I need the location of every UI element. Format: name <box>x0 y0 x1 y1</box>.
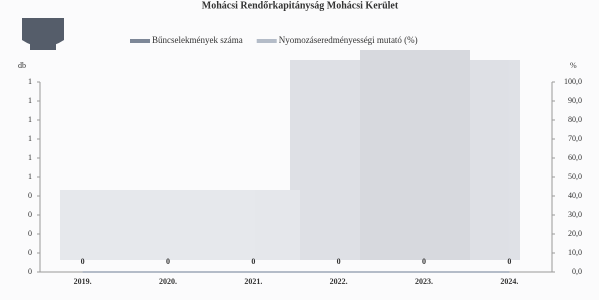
y2-tick-label: 40,0 <box>568 191 582 200</box>
x-tick-label: 2023. <box>415 277 433 286</box>
y-tick-label: 1 <box>28 172 32 181</box>
y-tick-label: 0 <box>28 210 32 219</box>
y-tick-label: 1 <box>28 77 32 86</box>
legend-label: Nyomozáseredményességi mutató (%) <box>279 35 418 45</box>
data-label: 0 <box>422 257 426 266</box>
y2-tick-label: 20,0 <box>568 229 582 238</box>
x-tick-label: 2024. <box>500 277 518 286</box>
legend-label: Bűncselekmények száma <box>152 35 243 45</box>
y2-tick-label: 30,0 <box>568 210 582 219</box>
x-tick-label: 2022. <box>330 277 348 286</box>
y-tick-label: 0 <box>28 267 32 276</box>
y-tick-label: 1 <box>28 134 32 143</box>
data-label: 0 <box>337 257 341 266</box>
y2-tick-label: 80,0 <box>568 115 582 124</box>
y2-axis-label: % <box>570 61 577 70</box>
y-axis-label: db <box>18 61 26 70</box>
y-tick-label: 1 <box>28 96 32 105</box>
x-tick-label: 2019. <box>74 277 92 286</box>
x-tick-label: 2020. <box>159 277 177 286</box>
chart-title: Mohácsi Rendőrkapitányság Mohácsi Kerüle… <box>202 0 399 11</box>
data-label: 0 <box>251 257 255 266</box>
x-tick-label: 2021. <box>244 277 262 286</box>
y2-tick-label: 90,0 <box>568 96 582 105</box>
y2-tick-label: 50,0 <box>568 172 582 181</box>
y2-tick-label: 70,0 <box>568 134 582 143</box>
data-label: 0 <box>166 257 170 266</box>
data-label: 0 <box>507 257 511 266</box>
y-tick-label: 0 <box>28 191 32 200</box>
chart: Mohácsi Rendőrkapitányság Mohácsi Kerüle… <box>0 0 599 300</box>
y2-tick-label: 10,0 <box>568 248 582 257</box>
y2-tick-label: 0,0 <box>572 267 582 276</box>
y-tick-label: 1 <box>28 153 32 162</box>
y-tick-label: 0 <box>28 248 32 257</box>
y2-tick-label: 100,0 <box>564 77 582 86</box>
legend-swatch <box>130 39 150 43</box>
y-tick-label: 1 <box>28 115 32 124</box>
legend-swatch <box>257 39 277 43</box>
data-label: 0 <box>81 257 85 266</box>
y-tick-label: 0 <box>28 229 32 238</box>
y2-tick-label: 60,0 <box>568 153 582 162</box>
